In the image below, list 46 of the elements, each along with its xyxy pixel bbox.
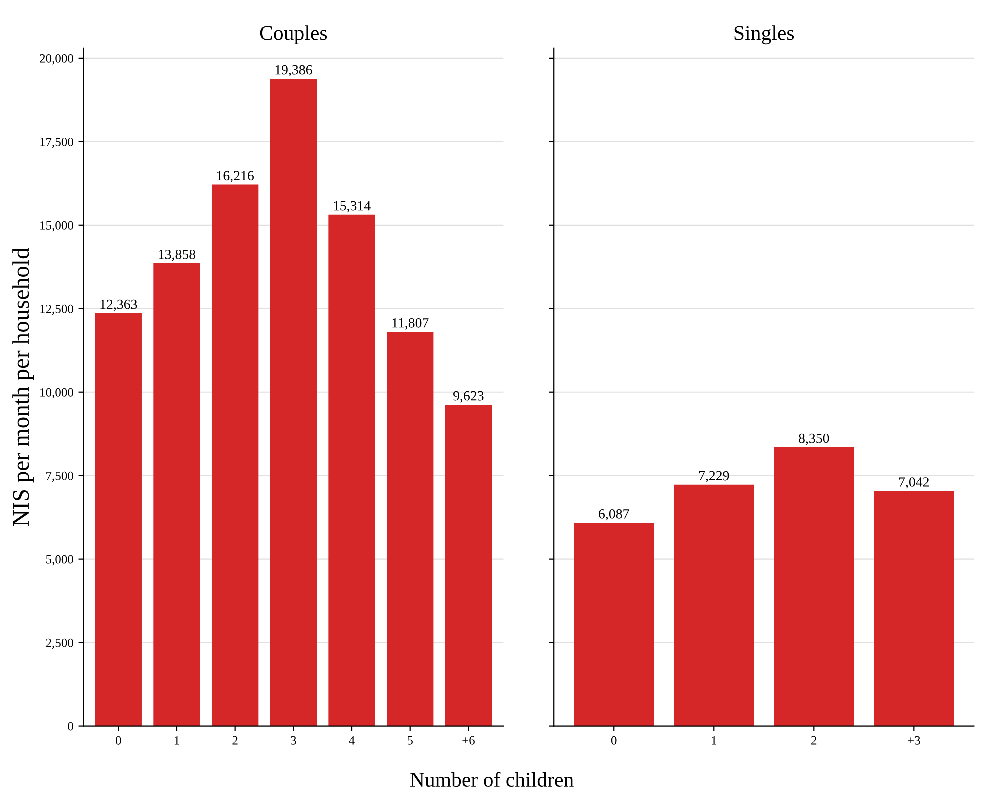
y-tick-label: 10,000: [40, 388, 74, 399]
x-tick-label: 2: [812, 736, 817, 745]
data-label: 13,858: [159, 250, 196, 262]
y-tick-label: 15,000: [40, 221, 74, 232]
y-axis-title: NIS per month per household: [12, 248, 34, 526]
bar: [774, 447, 854, 726]
x-axis-title: Number of children: [410, 772, 574, 788]
data-label: 8,350: [799, 434, 830, 446]
data-label: 12,363: [100, 300, 138, 312]
data-label: 19,386: [276, 65, 312, 77]
bar: [95, 313, 142, 726]
bar: [328, 214, 376, 726]
data-label: 6,087: [599, 509, 630, 521]
chart-title: Couples: [260, 26, 328, 45]
x-tick-label: +6: [462, 736, 475, 745]
bar: [874, 491, 954, 726]
bar: [674, 484, 754, 726]
x-tick-label: 1: [174, 736, 180, 745]
y-tick-label: 17,500: [40, 138, 74, 148]
y-tick-label: 20,000: [40, 54, 74, 65]
x-tick-label: 4: [349, 736, 355, 745]
y-tick-label: 2,500: [46, 638, 74, 650]
x-tick-label: 1: [712, 736, 716, 745]
x-tick-label: 3: [291, 736, 296, 745]
x-tick-label: 2: [232, 736, 238, 745]
y-tick-label: 0: [68, 722, 74, 731]
data-label: 11,807: [392, 318, 429, 330]
bar: [270, 78, 318, 726]
data-label: 7,042: [899, 478, 930, 489]
chart-title: Singles: [734, 26, 794, 45]
y-tick-label: 12,500: [40, 304, 74, 316]
y-tick-label: 5,000: [46, 555, 74, 566]
x-tick-label: 0: [611, 736, 617, 745]
y-tick-label: 7,500: [46, 472, 74, 482]
bar: [445, 404, 492, 726]
bar: [387, 332, 434, 726]
x-tick-label: +3: [908, 736, 920, 745]
data-label: 9,623: [454, 391, 484, 403]
bar: [574, 523, 654, 726]
x-tick-label: 5: [408, 736, 413, 745]
x-tick-label: 0: [116, 736, 122, 745]
bar: [212, 184, 259, 726]
data-label: 7,229: [699, 471, 730, 483]
data-label: 15,314: [334, 201, 371, 213]
bar: [154, 264, 200, 726]
data-label: 16,216: [217, 171, 254, 183]
